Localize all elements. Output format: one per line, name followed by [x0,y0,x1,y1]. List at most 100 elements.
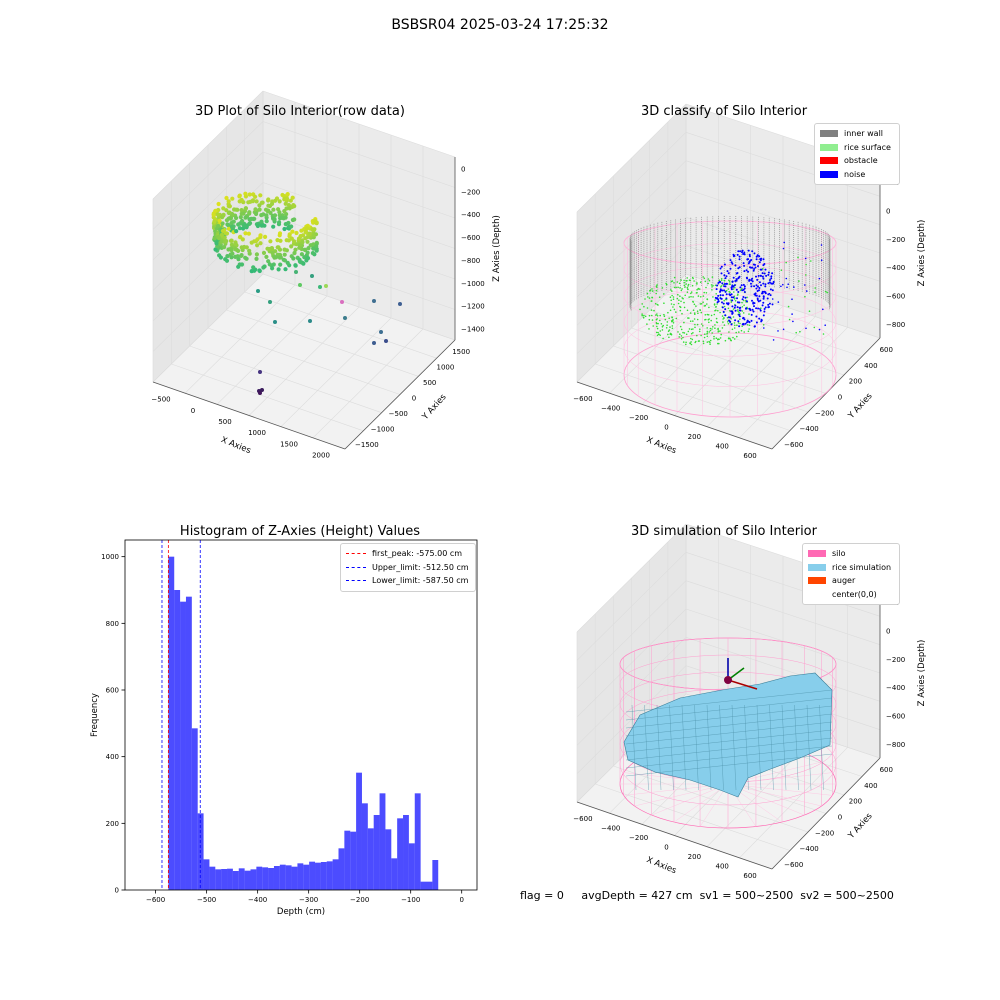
raw-point [228,238,234,243]
rice-surface-point [733,327,736,329]
rice-surface-point [639,308,641,311]
noise-point [756,278,759,281]
noise-point [733,284,736,287]
rice-surface-point [680,279,682,281]
silo-wire-spoke [673,783,729,823]
noise-point [755,287,758,290]
raw-point [229,248,234,253]
noise-point [766,297,769,300]
rice-surface-point [723,305,726,308]
noise-point [725,297,728,300]
noise-point [805,327,807,330]
noise-point [731,305,734,308]
raw-point [282,247,287,252]
raw-point [217,218,222,223]
rice-mesh-line [806,704,812,791]
noise-point [750,285,753,288]
rice-surface-point [689,342,691,344]
x-tick-label: −600 [146,896,165,904]
rice-surface-point [741,310,744,312]
x-tick-label: −400 [601,824,620,832]
rice-surface-point [679,305,681,308]
histogram-bar [221,869,228,890]
noise-point [767,282,770,285]
noise-point [737,267,740,270]
raw-point [251,216,256,221]
raw-point [247,248,252,253]
rice-surface-point [665,282,667,285]
classify-plot-title: 3D classify of Silo Interior [640,104,808,119]
noise-point [737,320,740,323]
grid-line [576,552,687,661]
noise-point [738,309,741,312]
raw-point [221,206,226,211]
rice-surface-point [740,329,743,332]
raw-point [258,391,262,395]
rice-mesh-line [769,704,774,791]
noise-point [751,308,754,311]
raw-point [298,259,303,265]
rice-mesh-line [819,704,824,791]
noise-point [743,270,746,273]
rice-surface-point [691,284,694,287]
raw-point [239,211,244,216]
y-tick-label: 0 [838,814,842,822]
x-tick-label: 0 [459,896,463,904]
raw-point [314,244,319,249]
x-axis-title: X Axies [645,435,678,456]
histogram-bar [408,843,415,890]
rice-surface-point [693,303,696,306]
y-tick-label: −600 [784,441,803,449]
noise-point [763,290,766,293]
z-axis-title: Z Axies (Depth) [917,640,927,707]
noise-point [719,297,722,300]
noise-point [730,310,733,313]
noise-point [751,280,754,283]
raw-point [265,209,270,214]
noise-point [764,268,767,271]
rice-surface-point [748,324,751,327]
noise-point [736,253,739,256]
raw-point [223,239,228,244]
noise-point [746,277,749,280]
histogram-bar [326,861,333,890]
noise-point [742,316,745,319]
noise-point [822,333,825,335]
rice-surface-point [668,329,671,331]
rice-surface-point [710,284,713,286]
rice-surface-point [643,314,645,317]
rice-surface-point [736,294,739,296]
rice-surface-point [695,340,697,343]
noise-point [727,272,730,275]
noise-point [752,310,755,313]
rice-surface-point [736,335,738,338]
rice-mesh-line [744,704,749,791]
rice-surface-point [741,301,743,304]
histogram-bar [209,866,216,890]
simulation-legend: silo rice simulation auger center(0,0) [802,543,900,605]
raw-point [299,252,304,257]
rice-surface-point [679,333,681,336]
raw-point [277,233,282,238]
noise-point [753,325,756,328]
raw-point [236,257,241,262]
histogram-bar [232,871,239,890]
noise-point [753,305,755,308]
rice-surface-point [646,323,648,325]
rice-surface-point [647,296,649,298]
noise-point [762,282,765,285]
rice-surface-point [675,286,677,289]
rice-surface-point [643,305,645,308]
noise-point [762,258,765,261]
noise-point [771,289,774,292]
raw-point [280,192,285,198]
raw-point [264,254,269,259]
rice-mesh-line [625,721,833,745]
raw-point [282,226,287,232]
noise-point [738,258,741,261]
raw-point [298,283,302,287]
noise-point [797,256,799,259]
noise-point [746,321,748,324]
rice-surface-point [732,288,735,290]
noise-point [755,321,758,324]
